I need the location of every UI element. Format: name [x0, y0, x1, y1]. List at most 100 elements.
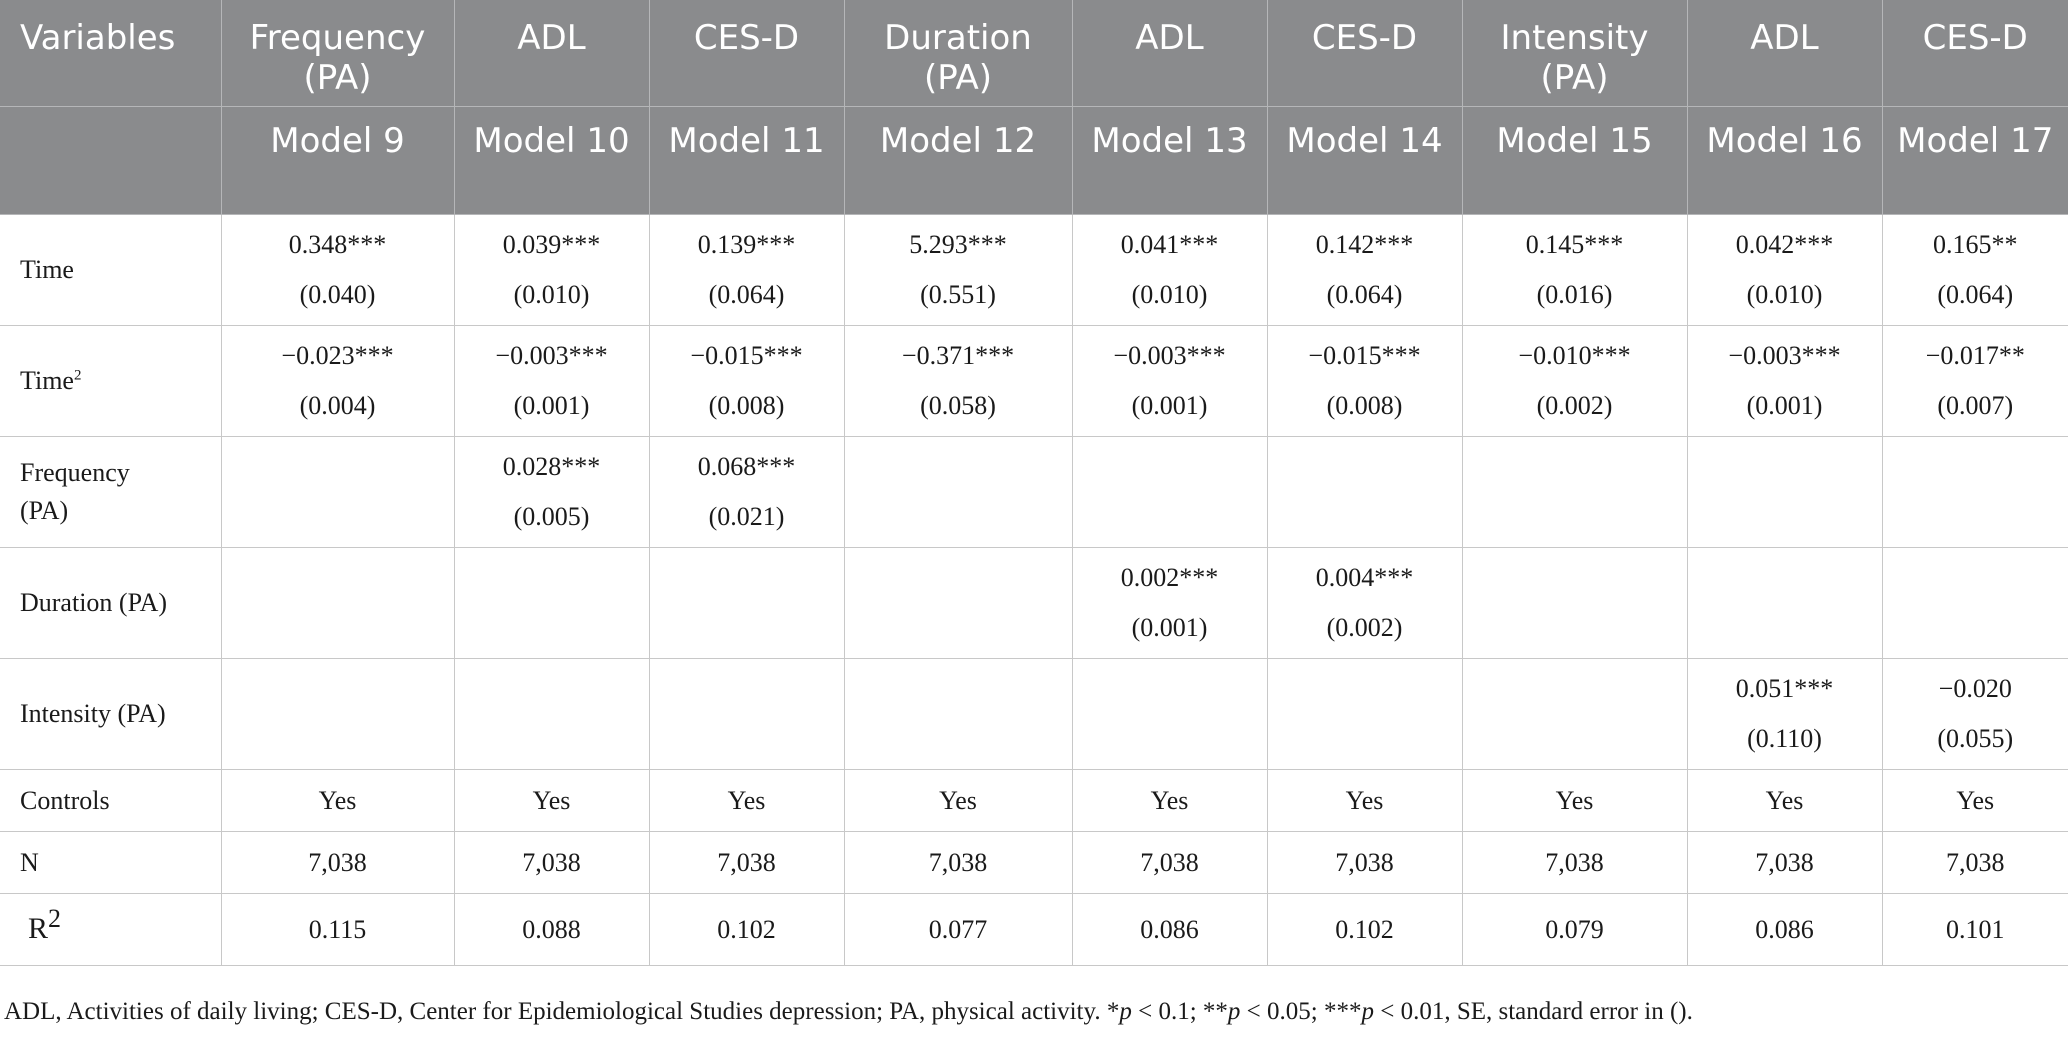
header-model: Model 11 — [648, 106, 844, 215]
header-ces-d: CES-D — [1266, 0, 1462, 107]
table-cell: 7,038 — [1071, 831, 1268, 894]
header-intensity-pa: Intensity (PA) — [1461, 0, 1687, 107]
table-cell: 7,038 — [1266, 831, 1463, 894]
table-cell — [220, 547, 455, 659]
table-cell: Yes — [1071, 769, 1268, 832]
table-cell — [1461, 658, 1688, 770]
header-ces-d: CES-D — [1881, 0, 2068, 107]
table-cell: Yes — [220, 769, 455, 832]
regression-table: Variables Frequency (PA) ADL CES-D Durat… — [0, 0, 2068, 966]
table-cell: 0.088 — [453, 893, 650, 966]
row-label: Frequency (PA) — [0, 436, 222, 548]
table-cell: −0.015*** (0.008) — [1266, 325, 1463, 437]
row-label: N — [0, 831, 222, 894]
table-cell: 0.051*** (0.110) — [1686, 658, 1883, 770]
table-cell — [453, 547, 650, 659]
table-cell: Yes — [843, 769, 1073, 832]
header-model: Model 12 — [843, 106, 1072, 215]
header-model: Model 14 — [1266, 106, 1462, 215]
table-cell: 0.039*** (0.010) — [453, 214, 650, 326]
table-cell: 5.293*** (0.551) — [843, 214, 1073, 326]
header-variables: Variables — [0, 0, 221, 107]
header-adl: ADL — [1071, 0, 1267, 107]
table-cell: −0.020 (0.055) — [1881, 658, 2068, 770]
table-cell — [1881, 547, 2068, 659]
table-cell: 0.115 — [220, 893, 455, 966]
table-cell — [1266, 436, 1463, 548]
table-cell — [453, 658, 650, 770]
table-cell: Yes — [1266, 769, 1463, 832]
table-cell — [1461, 547, 1688, 659]
header-row-outcomes: Variables Frequency (PA) ADL CES-D Durat… — [0, 0, 2068, 107]
table-cell: 7,038 — [453, 831, 650, 894]
table-cell: 0.139*** (0.064) — [648, 214, 845, 326]
header-model: Model 16 — [1686, 106, 1882, 215]
table-cell — [220, 436, 455, 548]
table-row-time-squared: Time2 −0.023*** (0.004) −0.003*** (0.001) … — [0, 325, 2068, 437]
table-cell — [843, 547, 1073, 659]
table-cell: −0.371*** (0.058) — [843, 325, 1073, 437]
table-cell: 7,038 — [648, 831, 845, 894]
table-cell: −0.015*** (0.008) — [648, 325, 845, 437]
table-cell: 0.079 — [1461, 893, 1688, 966]
table-cell: Yes — [648, 769, 845, 832]
table-cell: −0.003*** (0.001) — [1686, 325, 1883, 437]
table-cell: 7,038 — [1461, 831, 1688, 894]
table-row-r-squared: R2 0.115 0.088 0.102 0.077 0.086 0.102 0… — [0, 893, 2068, 966]
header-model: Model 9 — [220, 106, 454, 215]
header-model: Model 17 — [1881, 106, 2068, 215]
header-model: Model 13 — [1071, 106, 1267, 215]
row-label: Controls — [0, 769, 222, 832]
table-cell: −0.023*** (0.004) — [220, 325, 455, 437]
table-cell: 0.086 — [1071, 893, 1268, 966]
table-cell: 0.002*** (0.001) — [1071, 547, 1268, 659]
table-cell: −0.010*** (0.002) — [1461, 325, 1688, 437]
table-cell — [648, 547, 845, 659]
table-cell: Yes — [1881, 769, 2068, 832]
table-cell — [1461, 436, 1688, 548]
table-cell — [1686, 436, 1883, 548]
table-cell — [1686, 547, 1883, 659]
header-empty — [0, 106, 221, 215]
table-cell — [843, 658, 1073, 770]
table-cell — [1071, 436, 1268, 548]
row-label: Intensity (PA) — [0, 658, 222, 770]
table-cell: 0.145*** (0.016) — [1461, 214, 1688, 326]
table-cell: 7,038 — [1881, 831, 2068, 894]
table-cell: 0.102 — [648, 893, 845, 966]
header-frequency-pa: Frequency (PA) — [220, 0, 454, 107]
row-label: Duration (PA) — [0, 547, 222, 659]
table-cell — [1266, 658, 1463, 770]
header-model: Model 15 — [1461, 106, 1687, 215]
row-label: R2 — [0, 893, 222, 966]
table-cell: Yes — [1686, 769, 1883, 832]
table-cell: 0.165** (0.064) — [1881, 214, 2068, 326]
table-body: Time 0.348*** (0.040) 0.039*** (0.010) 0.1… — [0, 214, 2068, 966]
table-row-controls: Controls Yes Yes Yes Yes Yes Yes Yes Yes… — [0, 769, 2068, 832]
header-ces-d: CES-D — [648, 0, 844, 107]
table-cell: −0.003*** (0.001) — [453, 325, 650, 437]
header-duration-pa: Duration (PA) — [843, 0, 1072, 107]
table-cell: 7,038 — [843, 831, 1073, 894]
table-cell: 0.348*** (0.040) — [220, 214, 455, 326]
header-adl: ADL — [453, 0, 649, 107]
table-cell — [220, 658, 455, 770]
table-row-n: N 7,038 7,038 7,038 7,038 7,038 7,038 7,… — [0, 831, 2068, 894]
table-cell: 0.068*** (0.021) — [648, 436, 845, 548]
table-cell — [1071, 658, 1268, 770]
table-row-time: Time 0.348*** (0.040) 0.039*** (0.010) 0.1… — [0, 214, 2068, 326]
table-cell — [843, 436, 1073, 548]
table-row-frequency-pa: Frequency (PA) 0.028*** (0.005) 0.068***(… — [0, 436, 2068, 548]
table-row-duration-pa: Duration (PA) 0.002*** (0.001) 0.004*** (0… — [0, 547, 2068, 659]
row-label: Time2 — [0, 325, 222, 437]
table-cell: 0.142*** (0.064) — [1266, 214, 1463, 326]
table-cell: 0.004*** (0.002) — [1266, 547, 1463, 659]
table-cell: 7,038 — [220, 831, 455, 894]
row-label: Time — [0, 214, 222, 326]
table-cell: 0.086 — [1686, 893, 1883, 966]
header-adl: ADL — [1686, 0, 1882, 107]
table-cell: 0.041*** (0.010) — [1071, 214, 1268, 326]
table-cell: 0.042*** (0.010) — [1686, 214, 1883, 326]
table-cell: 0.102 — [1266, 893, 1463, 966]
table-cell: 0.028*** (0.005) — [453, 436, 650, 548]
